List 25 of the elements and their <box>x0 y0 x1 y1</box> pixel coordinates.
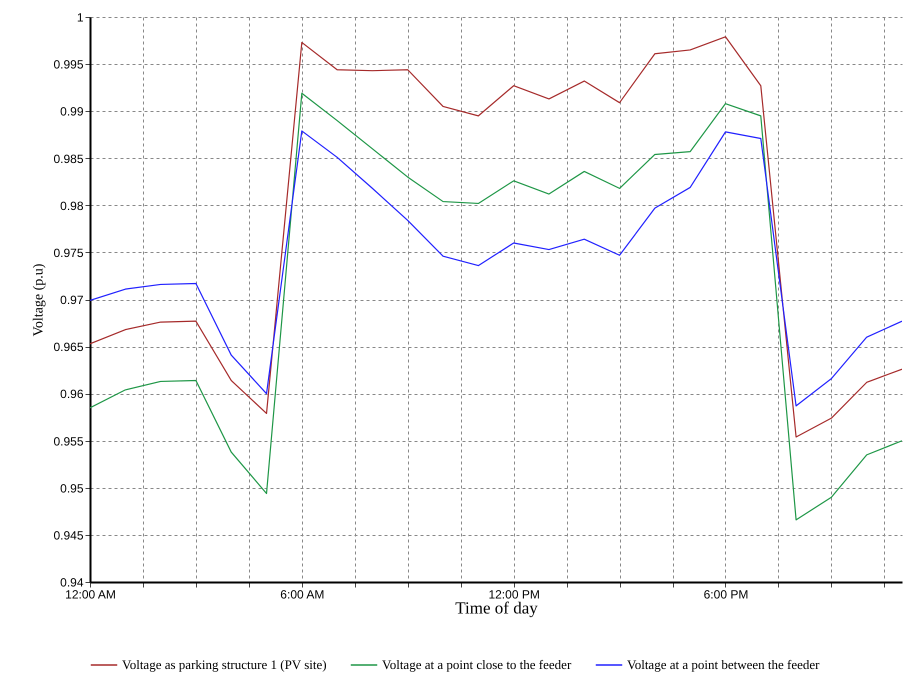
y-tick-label: 0.95 <box>60 481 84 496</box>
x-tick-label: 12:00 AM <box>65 588 116 602</box>
line-series <box>90 130 902 407</box>
y-tick-label: 0.955 <box>53 434 84 448</box>
y-tick-label: 0.99 <box>60 104 84 119</box>
y-tick-label: 0.96 <box>60 387 84 402</box>
line-series <box>90 36 902 438</box>
x-tick-label: 6:00 PM <box>704 588 748 602</box>
y-axis-title: Voltage (p.u) <box>31 263 46 336</box>
y-tick-label: 0.995 <box>53 58 84 72</box>
legend-label: Voltage as parking structure 1 (PV site) <box>122 657 327 672</box>
x-tick-label: 6:00 AM <box>280 588 324 602</box>
legend-label: Voltage at a point close to the feeder <box>382 657 572 672</box>
y-tick-label: 1 <box>76 10 84 24</box>
legend-label: Voltage at a point between the feeder <box>627 657 820 672</box>
y-tick-label: 0.965 <box>53 340 84 354</box>
y-tick-label: 0.98 <box>60 198 84 213</box>
y-tick-label: 0.94 <box>60 576 84 590</box>
y-tick-label: 0.97 <box>60 293 84 307</box>
y-tick-label: 0.975 <box>53 246 84 260</box>
line-series <box>90 92 902 520</box>
y-tick-label: 0.945 <box>53 528 84 542</box>
x-tick-label: 12:00 PM <box>488 588 540 602</box>
x-axis-title: Time of day <box>455 598 538 618</box>
y-tick-label: 0.985 <box>53 152 84 166</box>
